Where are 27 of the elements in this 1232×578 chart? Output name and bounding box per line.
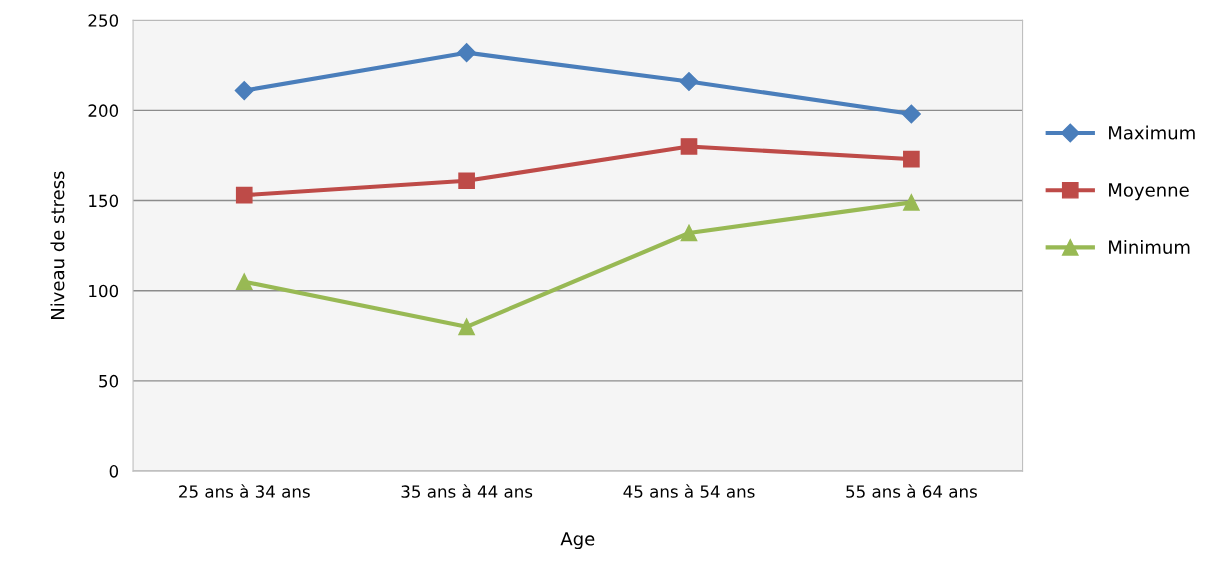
point xyxy=(234,81,254,101)
y-tick-label: 100 xyxy=(89,284,119,298)
y-tick-label: 150 xyxy=(89,194,119,208)
x-tick-label: 45 ans à 54 ans xyxy=(623,484,755,498)
y-axis-title: Niveau de stress xyxy=(50,171,65,320)
y-tick-label: 200 xyxy=(88,104,119,117)
x-tick-label: 25 ans à 34 ans xyxy=(179,484,310,498)
x-tick-label: 55 ans à 64 ans xyxy=(846,484,977,498)
y-tick-label: 50 xyxy=(99,374,119,388)
point xyxy=(901,104,921,124)
legend-label: Moyenne xyxy=(1109,183,1189,201)
point xyxy=(457,43,477,63)
y-tick-label: 0 xyxy=(109,465,119,478)
point xyxy=(458,172,475,190)
point xyxy=(903,150,920,168)
legend-label: Maximum xyxy=(1109,125,1195,140)
point xyxy=(903,194,920,211)
legend-label: Minimum xyxy=(1109,240,1190,254)
x-tick-label: 35 ans à 44 ans xyxy=(401,484,533,498)
point xyxy=(680,138,698,155)
point xyxy=(679,72,699,92)
point xyxy=(458,318,475,336)
y-tick-label: 250 xyxy=(88,14,119,27)
point xyxy=(235,186,253,204)
point xyxy=(680,224,698,242)
x-axis-title: Age xyxy=(560,532,595,550)
point xyxy=(235,273,253,291)
